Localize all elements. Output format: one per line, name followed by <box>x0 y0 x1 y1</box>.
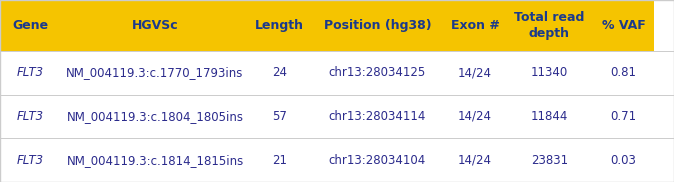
Bar <box>249 95 310 138</box>
Bar <box>506 0 593 51</box>
Text: 0.71: 0.71 <box>611 110 636 123</box>
Bar <box>593 138 654 182</box>
Text: 24: 24 <box>272 66 287 79</box>
Text: NM_004119.3:c.1814_1815ins: NM_004119.3:c.1814_1815ins <box>67 154 243 167</box>
Bar <box>310 138 445 182</box>
Bar <box>249 51 310 95</box>
Text: 11844: 11844 <box>530 110 568 123</box>
Text: NM_004119.3:c.1804_1805ins: NM_004119.3:c.1804_1805ins <box>67 110 243 123</box>
Text: Exon #: Exon # <box>451 19 499 32</box>
Bar <box>506 95 593 138</box>
Text: 14/24: 14/24 <box>458 154 492 167</box>
Bar <box>445 0 506 51</box>
Bar <box>61 0 249 51</box>
Bar <box>593 51 654 95</box>
Bar <box>0 51 61 95</box>
Text: FLT3: FLT3 <box>17 66 44 79</box>
Bar <box>310 51 445 95</box>
Text: 14/24: 14/24 <box>458 110 492 123</box>
Text: FLT3: FLT3 <box>17 110 44 123</box>
Text: % VAF: % VAF <box>602 19 645 32</box>
Text: HGVSc: HGVSc <box>131 19 179 32</box>
Text: chr13:28034125: chr13:28034125 <box>329 66 426 79</box>
Text: 0.81: 0.81 <box>611 66 636 79</box>
Bar <box>310 95 445 138</box>
Text: 0.03: 0.03 <box>611 154 636 167</box>
Text: Total read
depth: Total read depth <box>514 11 584 40</box>
Bar <box>0 138 61 182</box>
Bar <box>445 51 506 95</box>
Text: FLT3: FLT3 <box>17 154 44 167</box>
Bar <box>506 51 593 95</box>
Text: 14/24: 14/24 <box>458 66 492 79</box>
Bar <box>506 138 593 182</box>
Bar <box>61 95 249 138</box>
Text: 23831: 23831 <box>530 154 568 167</box>
Bar <box>593 0 654 51</box>
Bar <box>593 95 654 138</box>
Text: NM_004119.3:c.1770_1793ins: NM_004119.3:c.1770_1793ins <box>66 66 244 79</box>
Bar <box>61 138 249 182</box>
Bar <box>445 95 506 138</box>
Text: Position (hg38): Position (hg38) <box>324 19 431 32</box>
Text: 11340: 11340 <box>530 66 568 79</box>
Bar <box>61 51 249 95</box>
Bar <box>310 0 445 51</box>
Bar <box>0 0 61 51</box>
Bar <box>249 138 310 182</box>
Text: 21: 21 <box>272 154 287 167</box>
Text: Length: Length <box>255 19 304 32</box>
Text: 57: 57 <box>272 110 287 123</box>
Text: chr13:28034104: chr13:28034104 <box>329 154 426 167</box>
Text: chr13:28034114: chr13:28034114 <box>329 110 426 123</box>
Bar <box>249 0 310 51</box>
Text: Gene: Gene <box>12 19 49 32</box>
Bar <box>445 138 506 182</box>
Bar <box>0 95 61 138</box>
